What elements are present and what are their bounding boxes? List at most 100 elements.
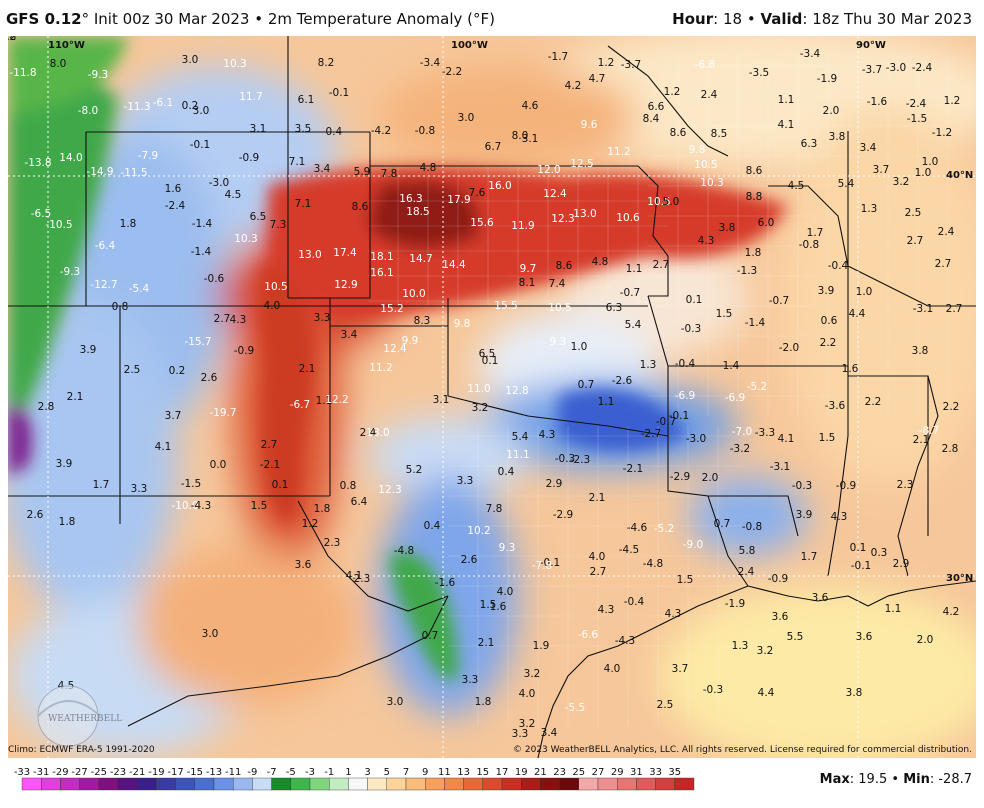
- color-bar-cell: [540, 777, 560, 791]
- anomaly-value-label: 0.1: [850, 542, 867, 554]
- color-bar-tick: 35: [668, 767, 681, 778]
- anomaly-value-label: 9.9: [402, 335, 419, 347]
- anomaly-value-label: -3.0: [209, 177, 230, 189]
- anomaly-value-label: 10.5: [548, 302, 571, 314]
- anomaly-value-label: 1.1: [778, 94, 795, 106]
- color-bar-tick: 5: [384, 767, 390, 778]
- anomaly-value-label: -1.7: [548, 51, 569, 63]
- anomaly-value-label: 2.6: [27, 509, 44, 521]
- anomaly-value-label: 6.1: [298, 94, 315, 106]
- anomaly-value-label: -6.9: [675, 390, 696, 402]
- anomaly-value-label: 4.2: [943, 606, 960, 618]
- color-bar-tick: 9: [422, 767, 428, 778]
- anomaly-value-label: 0.1: [272, 479, 289, 491]
- anomaly-value-label: -6.6: [578, 629, 599, 641]
- color-bar-tick: -21: [129, 767, 145, 778]
- color-bar-tick: 17: [496, 767, 509, 778]
- valid-label: Valid: [760, 10, 803, 28]
- anomaly-value-label: -1.9: [725, 598, 746, 610]
- anomaly-value-label: -2.6: [612, 375, 633, 387]
- color-bar-tick: -13: [206, 767, 222, 778]
- anomaly-value-label: 13.0: [298, 249, 321, 261]
- color-bar-cell: [232, 777, 253, 791]
- anomaly-value-label: 2.1: [913, 434, 930, 446]
- anomaly-value-label: -5.4: [129, 283, 150, 295]
- anomaly-value-label: 3.2: [519, 718, 536, 730]
- anomaly-value-label: -2.1: [260, 459, 281, 471]
- anomaly-value-label: -4.3: [191, 500, 212, 512]
- anomaly-value-label: 4.3: [665, 608, 682, 620]
- anomaly-value-label: -8.0: [78, 105, 99, 117]
- anomaly-value-label: -4.3: [615, 635, 636, 647]
- anomaly-value-label: 2.0: [823, 105, 840, 117]
- anomaly-value-label: -1.4: [192, 218, 213, 230]
- anomaly-value-label: 11.7: [239, 91, 262, 103]
- anomaly-value-label: 6.4: [351, 496, 368, 508]
- anomaly-value-label: -0.9: [239, 152, 260, 164]
- anomaly-value-label: 0.7: [714, 518, 731, 530]
- anomaly-value-label: 2.1: [589, 492, 606, 504]
- anomaly-value-label: 3.0: [193, 105, 210, 117]
- anomaly-value-label: 1.0: [571, 341, 588, 353]
- anomaly-value-label: 16.0: [488, 180, 511, 192]
- anomaly-value-label: 2.7: [261, 439, 278, 451]
- color-bar-cell: [655, 777, 675, 791]
- anomaly-value-label: -2.7: [641, 428, 662, 440]
- anomaly-value-label: 11.9: [511, 220, 534, 232]
- climo-credit: Climo: ECMWF ERA-5 1991-2020: [8, 745, 155, 755]
- anomaly-value-label: 10.3: [234, 233, 257, 245]
- color-bar-tick: -1: [324, 767, 334, 778]
- grid-labels: 110°W 100°W 90°W 40°N 30°N: [48, 40, 973, 584]
- anomaly-value-label: 2.3: [897, 479, 914, 491]
- anomaly-value-label: 2.1: [67, 391, 84, 403]
- anomaly-value-label: 1.5: [819, 432, 836, 444]
- anomaly-value-label: 10.3: [223, 58, 246, 70]
- color-bar-tick: 15: [476, 767, 489, 778]
- anomaly-value-label: -3.0: [686, 433, 707, 445]
- anomaly-value-label: 8.2: [318, 57, 335, 69]
- anomaly-value-label: 8.3: [414, 315, 431, 327]
- anomaly-value-label: 3.4: [341, 329, 358, 341]
- anomaly-value-label: -11.3: [123, 101, 150, 113]
- color-bar-tick: -5: [286, 767, 296, 778]
- anomaly-value-label: 8.0: [512, 130, 529, 142]
- color-bar-tick: -23: [110, 767, 126, 778]
- color-bar-tick: -11: [225, 767, 241, 778]
- anomaly-value-label: 0.1: [482, 355, 499, 367]
- anomaly-value-label: 7.1: [295, 198, 312, 210]
- color-bar-cell: [290, 777, 311, 791]
- longitude-label: 110°W: [48, 40, 85, 51]
- anomaly-value-label: -3.4: [800, 48, 821, 60]
- anomaly-value-label: 4.8: [592, 256, 609, 268]
- anomaly-value-label: 1.9: [533, 640, 550, 652]
- anomaly-value-label: 18.1: [370, 251, 393, 263]
- max-label: Max: [819, 772, 850, 787]
- anomaly-value-label: -14.9: [86, 166, 113, 178]
- lat-lon-grid: [8, 36, 976, 758]
- anomaly-value-label: 3.4: [541, 727, 558, 739]
- latitude-label: 40°N: [946, 170, 973, 181]
- anomaly-value-label: -1.5: [181, 478, 202, 490]
- anomaly-value-label: 11.2: [369, 362, 392, 374]
- anomaly-value-label: 4.3: [598, 604, 615, 616]
- map-header: GFS 0.12° Init 00z 30 Mar 2023 • 2m Temp…: [0, 0, 984, 38]
- anomaly-value-label: 4.1: [155, 441, 172, 453]
- anomaly-value-label: 2.7: [653, 259, 670, 271]
- colon: :: [802, 10, 813, 28]
- color-bar-tick: 21: [534, 767, 547, 778]
- anomaly-value-label: 5.0: [663, 196, 680, 208]
- color-bar-tick: -19: [148, 767, 164, 778]
- anomaly-value-label: 2.8: [38, 401, 55, 413]
- anomaly-value-label: -0.7: [620, 287, 641, 299]
- anomaly-value-label: 1.3: [861, 203, 878, 215]
- anomaly-value-label: 2.9: [546, 478, 563, 490]
- anomaly-value-label: -2.2: [442, 66, 463, 78]
- anomaly-value-label: 2.4: [701, 89, 718, 101]
- anomaly-value-label: -0.8: [415, 125, 436, 137]
- bullet: •: [254, 10, 264, 28]
- anomaly-value-label: 3.9: [818, 285, 835, 297]
- anomaly-value-label: 5.2: [406, 464, 423, 476]
- anomaly-value-label: 1.8: [745, 247, 762, 259]
- color-bar-cell: [117, 777, 138, 791]
- anomaly-value-label: -3.5: [749, 67, 770, 79]
